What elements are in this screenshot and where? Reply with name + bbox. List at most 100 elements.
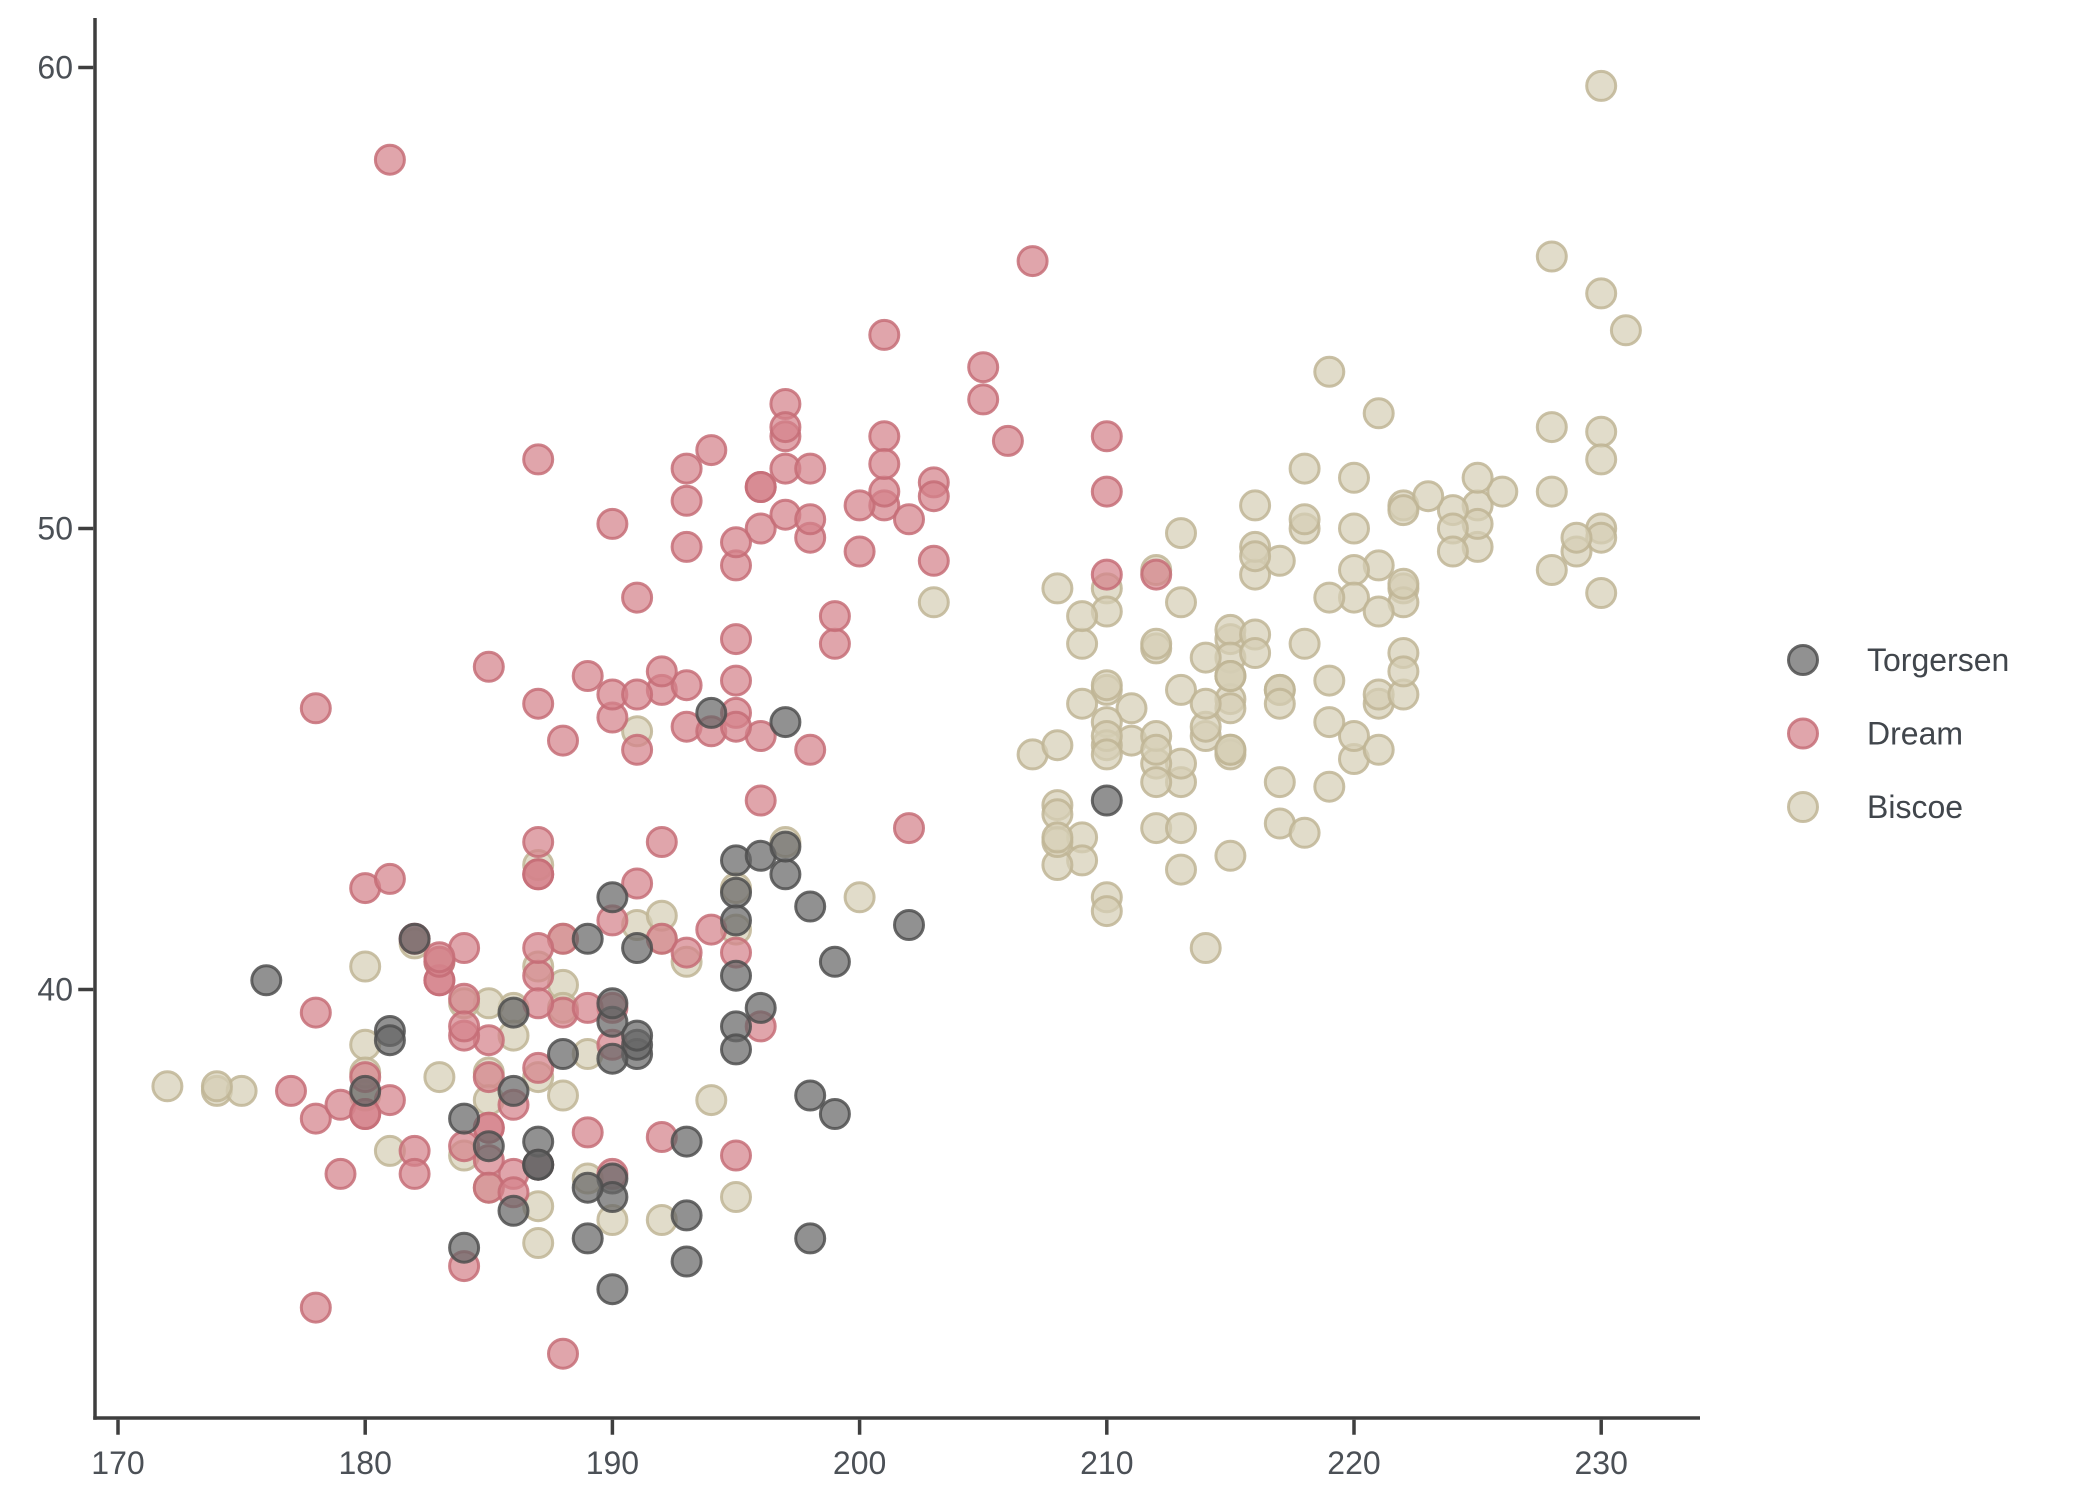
x-tick-label: 170 (91, 1445, 144, 1481)
legend-swatch-biscoe (1787, 791, 1819, 823)
data-point (720, 526, 752, 559)
data-point (1288, 627, 1321, 660)
data-point (670, 452, 703, 485)
data-point (547, 1038, 579, 1070)
data-point (349, 950, 382, 983)
data-point (1338, 461, 1370, 494)
data-point (1041, 572, 1074, 605)
data-point (299, 1102, 332, 1135)
data-point (818, 600, 851, 633)
data-point (744, 471, 777, 503)
data-point (1288, 452, 1321, 485)
data-point (1239, 489, 1272, 522)
data-point (522, 1227, 555, 1259)
data-point (200, 1070, 233, 1103)
data-point (1214, 839, 1247, 872)
data-point (299, 692, 332, 725)
data-point (1140, 733, 1173, 766)
data-point (571, 1222, 604, 1255)
data-point (794, 890, 827, 923)
data-point (695, 1084, 728, 1117)
data-point (1239, 540, 1272, 573)
data-point (1090, 738, 1123, 771)
data-point (1387, 655, 1420, 688)
data-point (596, 507, 629, 540)
data-point (868, 448, 901, 480)
data-point (1288, 816, 1321, 849)
data-point (818, 627, 851, 660)
data-point (1313, 706, 1346, 739)
data-point (1338, 554, 1370, 586)
data-point (1560, 521, 1593, 554)
data-point (1189, 687, 1222, 720)
data-point (917, 544, 950, 577)
data-point (1486, 475, 1519, 508)
data-point (596, 881, 629, 914)
data-point (522, 932, 555, 964)
data-point (917, 586, 950, 619)
data-point (522, 959, 555, 992)
data-point (1165, 673, 1197, 706)
data-point (1165, 853, 1197, 886)
data-point (522, 687, 555, 720)
data-point (373, 1024, 406, 1057)
data-point (720, 710, 752, 743)
data-point (448, 982, 481, 1015)
data-point (1165, 812, 1197, 845)
x-tick-label: 220 (1327, 1445, 1380, 1481)
data-point (1041, 729, 1074, 762)
data-point (1585, 577, 1618, 609)
legend-swatch-torgersen (1787, 644, 1819, 676)
data-point (695, 696, 728, 729)
legend: Torgersen Dream Biscoe (1787, 642, 2009, 825)
data-point (1461, 461, 1494, 494)
data-point (1313, 664, 1346, 697)
data-point (299, 1291, 332, 1324)
legend-label-torgersen: Torgersen (1867, 642, 2009, 678)
data-point (1066, 600, 1099, 633)
data-point (794, 1222, 827, 1255)
data-point (547, 1337, 579, 1370)
data-point (1041, 821, 1074, 854)
data-point (794, 733, 827, 766)
data-point (1362, 397, 1395, 430)
data-point (794, 503, 827, 536)
data-point (1535, 411, 1568, 444)
data-point (744, 991, 777, 1024)
data-point (893, 812, 925, 845)
data-point (621, 867, 654, 900)
data-point (1140, 558, 1173, 591)
y-tick-label: 40 (37, 972, 73, 1008)
data-point (1214, 660, 1247, 692)
data-point (917, 480, 950, 513)
data-point (299, 996, 332, 1029)
data-point (423, 1061, 456, 1094)
data-point (522, 858, 555, 891)
data-point (1165, 517, 1197, 550)
data-point (1313, 770, 1346, 803)
data-point (1090, 669, 1123, 702)
data-point (744, 512, 777, 545)
data-point (794, 1079, 827, 1112)
data-point (744, 784, 777, 817)
data-point (1338, 512, 1370, 545)
data-point (448, 1102, 481, 1135)
data-point (497, 1194, 530, 1227)
data-point (1239, 637, 1272, 669)
data-point (720, 664, 752, 697)
series-torgersen (250, 696, 1123, 1306)
data-point (1535, 475, 1568, 508)
data-point (991, 424, 1024, 457)
data-point (1338, 720, 1370, 752)
data-point (670, 530, 703, 563)
data-point (645, 655, 678, 688)
data-point (1189, 641, 1222, 674)
data-point (398, 1157, 431, 1190)
data-point (720, 876, 752, 909)
data-point (645, 826, 678, 858)
data-point (720, 959, 752, 992)
y-axis-ticks: 60 50 40 (37, 50, 94, 1008)
data-point (497, 1074, 530, 1107)
